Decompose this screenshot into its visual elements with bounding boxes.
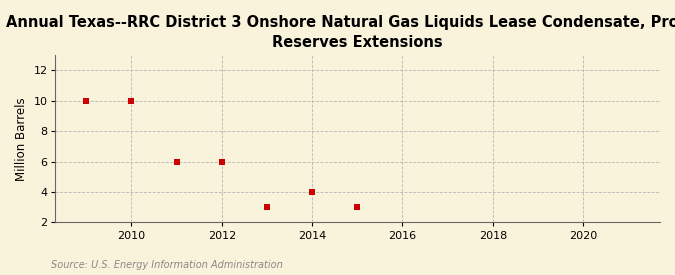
Point xyxy=(81,98,92,103)
Point xyxy=(126,98,137,103)
Point xyxy=(306,190,317,194)
Point xyxy=(217,160,227,164)
Y-axis label: Million Barrels: Million Barrels xyxy=(15,97,28,181)
Text: Source: U.S. Energy Information Administration: Source: U.S. Energy Information Administ… xyxy=(51,260,282,270)
Point xyxy=(261,205,272,209)
Point xyxy=(171,160,182,164)
Point xyxy=(352,205,362,209)
Title: Annual Texas--RRC District 3 Onshore Natural Gas Liquids Lease Condensate, Prove: Annual Texas--RRC District 3 Onshore Nat… xyxy=(6,15,675,50)
